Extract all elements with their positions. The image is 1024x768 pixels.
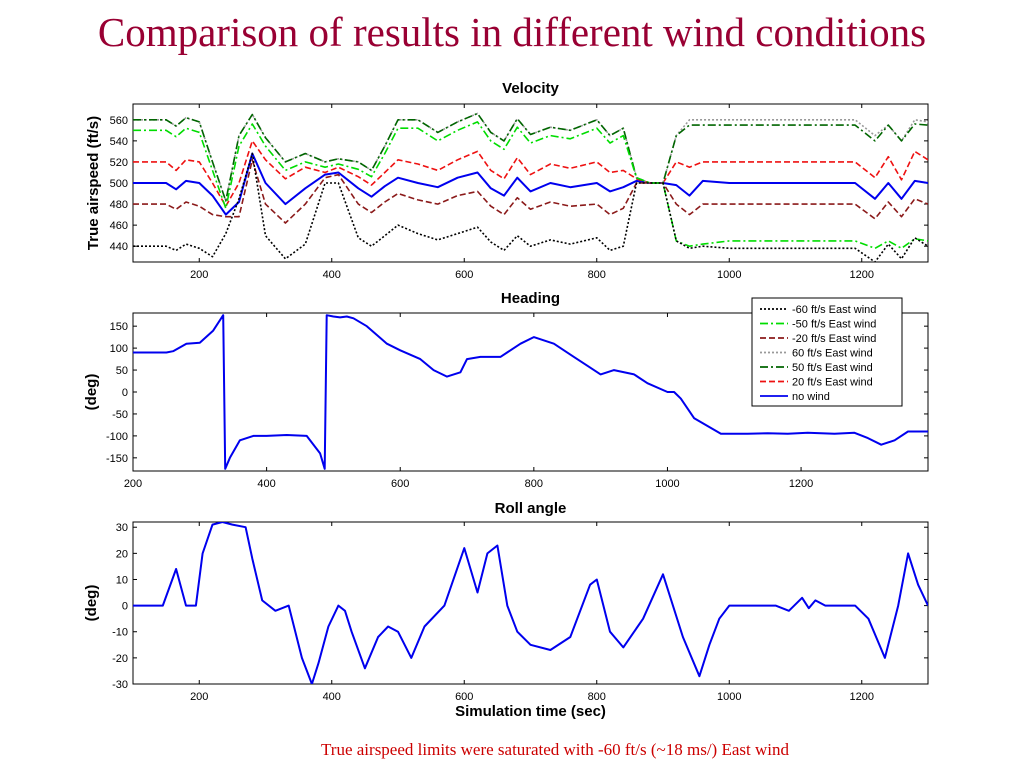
x-tick-label: 400	[323, 269, 341, 281]
x-tick-label: 1000	[717, 269, 741, 281]
series-line	[133, 121, 928, 250]
y-tick-label: 480	[110, 199, 128, 211]
x-tick-label: 1000	[655, 478, 679, 490]
x-tick-label: 1000	[717, 691, 741, 703]
y-tick-label: 30	[116, 522, 128, 534]
y-tick-label: 440	[110, 241, 128, 253]
plot-panel: 200 400 600 800 1000 1200 -30 -20 -10 0 10 20 30 Roll…	[83, 500, 929, 720]
y-tick-label: 0	[122, 601, 128, 613]
y-axis-label: (deg)	[83, 585, 100, 622]
legend-entry: -60 ft/s East wind	[792, 304, 876, 316]
y-tick-label: 460	[110, 220, 128, 232]
legend: -60 ft/s East wind -50 ft/s East wind -20 …	[751, 297, 903, 407]
x-tick-label: 200	[190, 691, 208, 703]
slide-title: Comparison of results in different wind …	[97, 9, 927, 55]
plot-title: Heading	[501, 290, 560, 307]
y-tick-label: 560	[110, 115, 128, 127]
x-axis-label: Simulation time (sec)	[455, 703, 606, 720]
plot-title: Roll angle	[495, 500, 567, 517]
x-tick-label: 400	[257, 478, 275, 490]
y-tick-label: 520	[110, 157, 128, 169]
x-tick-label: 1200	[789, 478, 813, 490]
x-tick-label: 200	[190, 269, 208, 281]
legend-entry: 50 ft/s East wind	[792, 362, 873, 374]
x-tick-label: 600	[391, 478, 409, 490]
x-tick-label: 200	[124, 478, 142, 490]
y-tick-label: 150	[110, 321, 128, 333]
y-tick-label: -50	[112, 409, 128, 421]
series-group	[133, 522, 928, 684]
legend-entry: no wind	[792, 391, 830, 403]
y-tick-label: 50	[116, 365, 128, 377]
y-tick-label: 0	[122, 387, 128, 399]
y-tick-label: 500	[110, 178, 128, 190]
y-tick-label: -100	[106, 431, 128, 443]
y-tick-label: 100	[110, 343, 128, 355]
x-tick-label: 600	[455, 691, 473, 703]
legend-entry: 60 ft/s East wind	[792, 348, 873, 360]
y-tick-label: -10	[112, 627, 128, 639]
y-tick-label: -150	[106, 453, 128, 465]
y-tick-label: 10	[116, 574, 128, 586]
x-tick-label: 800	[525, 478, 543, 490]
x-tick-label: 600	[455, 269, 473, 281]
axes-box	[132, 521, 929, 685]
y-tick-label: 20	[116, 548, 128, 560]
series-group	[133, 112, 928, 262]
x-tick-label: 400	[323, 691, 341, 703]
y-axis-label: True airspeed (ft/s)	[85, 116, 102, 250]
series-group	[133, 314, 928, 470]
x-tick-label: 1200	[850, 691, 874, 703]
series-line	[133, 152, 928, 216]
series-line	[133, 314, 928, 470]
y-tick-label: -20	[112, 653, 128, 665]
slide-footnote: True airspeed limits were saturated with…	[321, 740, 789, 759]
y-tick-label: 540	[110, 136, 128, 148]
legend-entry: 20 ft/s East wind	[792, 377, 873, 389]
plot-panel: 200 400 600 800 1000 1200 440 460 480 500 520 540 56…	[85, 80, 929, 281]
y-tick-label: -30	[112, 679, 128, 691]
x-tick-label: 1200	[850, 269, 874, 281]
series-line	[133, 522, 928, 684]
plot-panel: 200 400 600 800 1000 1200 -150 -100 -50 0 50 100 150…	[83, 290, 929, 490]
series-line	[133, 152, 928, 262]
plot-title: Velocity	[502, 80, 559, 97]
x-tick-label: 800	[588, 269, 606, 281]
legend-entry: -50 ft/s East wind	[792, 319, 876, 331]
series-line	[133, 140, 928, 207]
x-tick-label: 800	[588, 691, 606, 703]
series-line	[133, 112, 928, 202]
legend-entry: -20 ft/s East wind	[792, 333, 876, 345]
y-axis-label: (deg)	[83, 374, 100, 411]
